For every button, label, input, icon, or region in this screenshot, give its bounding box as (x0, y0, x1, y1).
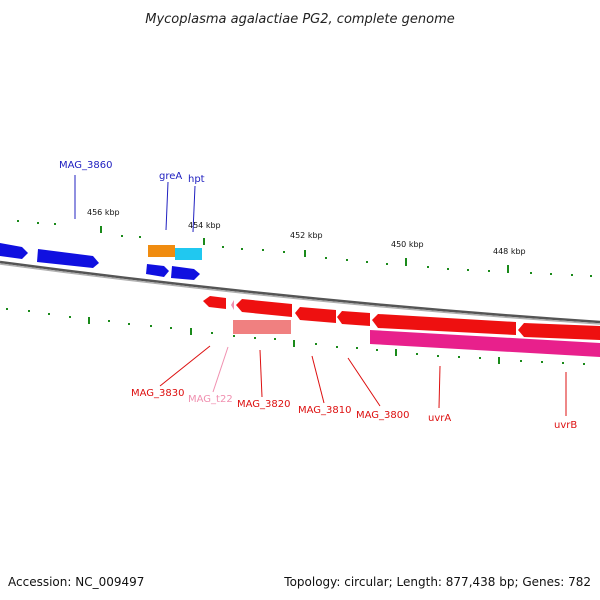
gene-block-hpt[interactable] (175, 248, 202, 260)
label-mag3860[interactable]: MAG_3860 (59, 160, 113, 171)
genome-backbone (0, 260, 600, 324)
gene-arrow-uvrb[interactable] (518, 323, 600, 340)
label-mag3810[interactable]: MAG_3810 (298, 405, 352, 416)
gene-arrow-mag3800[interactable] (337, 311, 370, 326)
accession-text: Accession: NC_009497 (8, 575, 144, 589)
label-uvra[interactable]: uvrA (428, 413, 451, 424)
gene-arrow-magt22[interactable] (231, 300, 234, 310)
label-magt22[interactable]: MAG_t22 (188, 394, 233, 405)
magenta-track (370, 330, 600, 357)
ruler-label-448: 448 kbp (493, 247, 526, 256)
label-uvrb[interactable]: uvrB (554, 420, 577, 431)
ruler-label-456: 456 kbp (87, 208, 120, 217)
gene-arrow-mag3820[interactable] (236, 299, 292, 317)
label-mag3830[interactable]: MAG_3830 (131, 388, 185, 399)
label-leaders (74, 175, 567, 416)
gene-arrow-small-2[interactable] (171, 266, 200, 280)
gene-arrow-mag3810[interactable] (295, 307, 336, 323)
label-mag3800[interactable]: MAG_3800 (356, 410, 410, 421)
inner-ruler-ticks (6, 308, 585, 365)
ruler-label-454: 454 kbp (188, 221, 221, 230)
outer-ruler-ticks (17, 220, 592, 277)
label-grea[interactable]: greA (159, 171, 182, 182)
gene-labels: MAG_3860 greA hpt MAG_3830 MAG_t22 MAG_3… (59, 160, 577, 431)
genome-title: Mycoplasma agalactiae PG2, complete geno… (145, 12, 455, 27)
gene-arrow-mag3830[interactable] (203, 296, 226, 309)
genome-summary-text: Topology: circular; Length: 877,438 bp; … (283, 575, 591, 589)
reverse-genes (203, 296, 600, 357)
gene-arrow-uvra[interactable] (372, 314, 516, 335)
ruler-label-452: 452 kbp (290, 231, 323, 240)
forward-genes (0, 243, 202, 280)
label-hpt[interactable]: hpt (188, 174, 205, 185)
gene-arrow-left-edge[interactable] (0, 243, 28, 259)
ruler-label-450: 450 kbp (391, 240, 424, 249)
pseudo-gene-block (233, 320, 291, 334)
label-mag3820[interactable]: MAG_3820 (237, 399, 291, 410)
ruler-labels: 456 kbp 454 kbp 452 kbp 450 kbp 448 kbp (87, 208, 526, 256)
gene-arrow-mag3860[interactable] (37, 249, 99, 268)
gene-arrow-small-1[interactable] (146, 264, 169, 277)
gene-block-grea[interactable] (148, 245, 175, 257)
